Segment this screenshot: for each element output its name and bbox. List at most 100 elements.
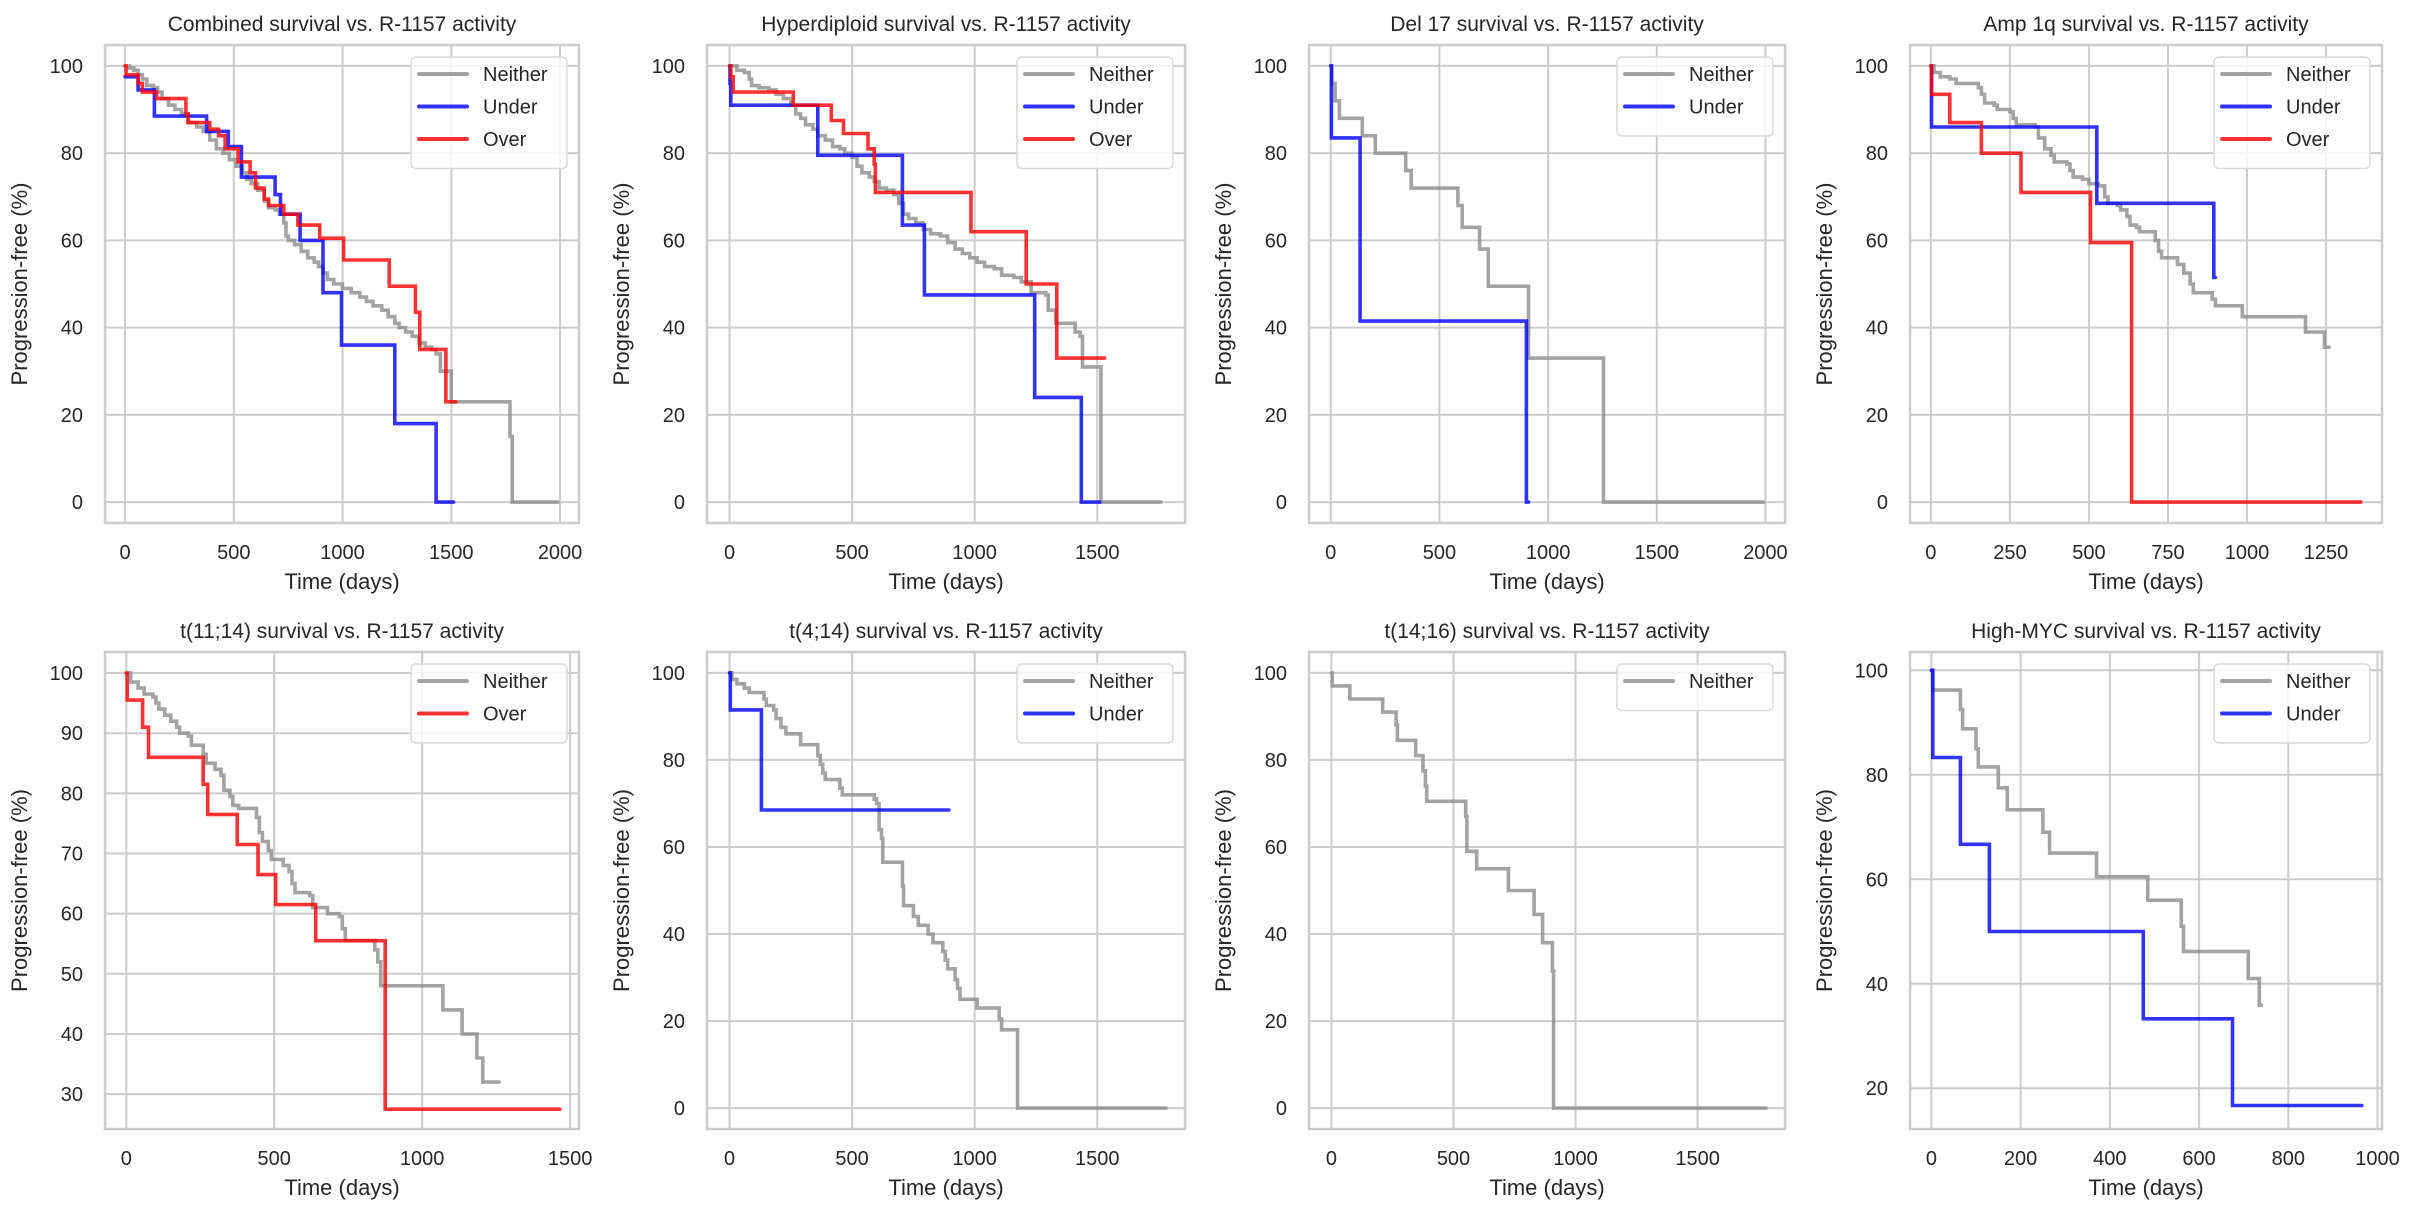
y-tick-label: 60: [663, 230, 685, 252]
series-group: [123, 64, 560, 504]
y-tick-label: 60: [1866, 869, 1888, 891]
x-axis-label: Time (days): [284, 1175, 399, 1200]
subplot-2: 0 500 1000 1500 0 20 40 60 80 100 Hyperdiploid sur…: [609, 13, 1187, 594]
x-tick-label: 1000: [1526, 542, 1571, 564]
y-tick-label: 40: [61, 318, 83, 340]
km-curve-neither: [1329, 671, 1768, 1110]
x-tick-label: 2000: [1743, 542, 1788, 564]
series-group: [1329, 671, 1768, 1110]
gridlines: [1309, 652, 1785, 1129]
km-curve-under: [1929, 64, 2218, 280]
y-axis-label: Progression-free (%): [1812, 183, 1837, 386]
y-tick-label: 40: [1866, 974, 1888, 996]
x-tick-label: 0: [1926, 1148, 1937, 1170]
x-tick-label: 2000: [538, 542, 583, 564]
y-tick-label: 20: [1265, 1011, 1287, 1033]
legend-label: Under: [2286, 97, 2341, 119]
y-axis-label: Progression-free (%): [609, 183, 634, 386]
y-axis-label: Progression-free (%): [1211, 183, 1236, 386]
legend-label: Over: [1089, 129, 1133, 151]
legend-label: Neither: [1689, 671, 1754, 693]
subplot-7: 0 500 1000 1500 0 20 40 60 80 100 t(14;16) surviva…: [1211, 620, 1787, 1200]
y-tick-label: 60: [61, 230, 83, 252]
series-group: [727, 671, 1168, 1110]
legend: Neither Under Over: [410, 56, 568, 170]
x-tick-label: 800: [2272, 1148, 2305, 1170]
y-tick-label: 40: [1866, 318, 1888, 340]
series-group: [727, 64, 1163, 504]
km-curve-under: [123, 75, 456, 504]
y-tick-label: 20: [61, 405, 83, 427]
y-axis-label: Progression-free (%): [1812, 789, 1837, 992]
x-tick-label: 0: [1925, 542, 1936, 564]
legend-frame: [1616, 663, 1774, 712]
x-axis-label: Time (days): [1489, 569, 1604, 594]
series-group: [1929, 64, 2363, 504]
x-tick-label: 0: [724, 542, 735, 564]
subplot-title: t(11;14) survival vs. R-1157 activity: [180, 620, 504, 643]
legend-frame: [1016, 663, 1174, 744]
y-tick-label: 100: [652, 56, 685, 78]
x-tick-label: 1500: [1075, 542, 1120, 564]
legend-frame: [410, 663, 568, 744]
y-tick-label: 100: [50, 663, 83, 685]
y-tick-label: 40: [1265, 924, 1287, 946]
legend-label: Under: [1689, 97, 1744, 119]
y-tick-label: 60: [61, 904, 83, 926]
axes-frame: [705, 650, 1187, 1131]
subplot-title: t(14;16) survival vs. R-1157 activity: [1384, 620, 1710, 643]
y-tick-label: 0: [1276, 492, 1287, 514]
legend: Neither Under: [1616, 56, 1774, 137]
y-tick-label: 20: [663, 1011, 685, 1033]
x-tick-label: 1250: [2304, 542, 2349, 564]
x-axis-label: Time (days): [888, 1175, 1003, 1200]
y-tick-label: 0: [1877, 492, 1888, 514]
legend: Neither Under Over: [1016, 56, 1174, 170]
y-tick-label: 100: [1254, 663, 1287, 685]
subplot-title: Hyperdiploid survival vs. R-1157 activit…: [761, 13, 1131, 36]
x-tick-label: 1000: [2355, 1148, 2400, 1170]
y-tick-label: 20: [1265, 405, 1287, 427]
y-tick-label: 80: [663, 750, 685, 772]
km-curve-neither: [124, 671, 501, 1084]
y-tick-label: 80: [663, 143, 685, 165]
legend-label: Neither: [483, 671, 548, 693]
subplot-title: High-MYC survival vs. R-1157 activity: [1971, 620, 2321, 643]
legend-label: Neither: [483, 64, 548, 86]
y-tick-label: 20: [1866, 405, 1888, 427]
legend-label: Over: [483, 704, 527, 726]
axes-frame: [705, 43, 1187, 525]
x-axis-label: Time (days): [2088, 569, 2203, 594]
km-curve-over: [727, 64, 1107, 360]
km-curve-over: [123, 64, 458, 404]
km-curve-under: [727, 64, 1102, 504]
legend-label: Over: [2286, 129, 2330, 151]
x-tick-label: 200: [2004, 1148, 2037, 1170]
y-tick-label: 40: [663, 318, 685, 340]
x-tick-label: 1500: [1635, 542, 1680, 564]
x-tick-label: 600: [2182, 1148, 2215, 1170]
x-tick-label: 1500: [1075, 1148, 1120, 1170]
subplot-6: 0 500 1000 1500 0 20 40 60 80 100 t(4;14) survival…: [609, 620, 1187, 1200]
gridlines: [1910, 652, 2382, 1129]
km-curve-over: [1929, 64, 2363, 504]
y-tick-label: 0: [674, 492, 685, 514]
y-tick-label: 30: [61, 1084, 83, 1106]
legend-label: Neither: [1089, 671, 1154, 693]
y-tick-label: 80: [61, 783, 83, 805]
axes-frame: [1307, 650, 1787, 1131]
x-tick-label: 1000: [952, 542, 997, 564]
legend-label: Neither: [1089, 64, 1154, 86]
y-tick-label: 90: [61, 723, 83, 745]
x-tick-label: 400: [2093, 1148, 2126, 1170]
km-curve-neither: [123, 64, 560, 504]
y-tick-label: 40: [61, 1024, 83, 1046]
y-tick-label: 0: [1276, 1098, 1287, 1120]
y-tick-label: 60: [663, 837, 685, 859]
x-tick-label: 500: [258, 1148, 291, 1170]
x-tick-label: 0: [121, 1148, 132, 1170]
subplot-4: 0 250 500 750 1000 1250 0 20 40 60 80 100 Amp 1q sur…: [1812, 13, 2384, 594]
y-tick-label: 80: [1866, 765, 1888, 787]
x-tick-label: 500: [2072, 542, 2105, 564]
